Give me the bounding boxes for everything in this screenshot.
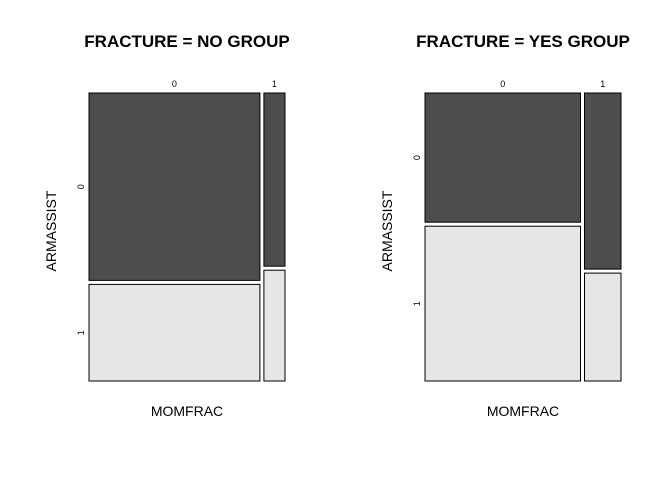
y-axis-label: ARMASSIST xyxy=(379,190,395,271)
y-tick-label: 0 xyxy=(412,155,422,160)
mosaic-tile-x1-y1 xyxy=(584,272,622,382)
mosaic-tile-x0-y0 xyxy=(424,92,581,223)
y-tick-label: 0 xyxy=(76,184,86,189)
y-tick-label: 1 xyxy=(76,330,86,335)
panel-title: FRACTURE = YES GROUP xyxy=(416,32,630,51)
mosaic-tile-x0-y0 xyxy=(88,92,261,281)
y-axis-label: ARMASSIST xyxy=(43,190,59,271)
mosaic-tile-x1-y0 xyxy=(584,92,622,270)
x-axis-label: MOMFRAC xyxy=(487,403,559,419)
panel-fracture-no: FRACTURE = NO GROUP MOMFRAC ARMASSIST 0 1… xyxy=(43,32,290,419)
x-tick-label: 0 xyxy=(172,79,177,89)
x-tick-label: 0 xyxy=(500,79,505,89)
ticks: 0 1 0 1 xyxy=(76,79,277,335)
x-tick-label: 1 xyxy=(600,79,605,89)
mosaic-tile-x0-y1 xyxy=(424,225,581,382)
x-axis-label: MOMFRAC xyxy=(151,403,223,419)
tiles xyxy=(424,92,622,382)
y-tick-label: 1 xyxy=(412,301,422,306)
mosaic-tile-x0-y1 xyxy=(88,283,261,382)
mosaic-tile-x1-y0 xyxy=(263,92,286,267)
x-tick-label: 1 xyxy=(272,79,277,89)
tiles xyxy=(88,92,286,382)
ticks: 0 1 0 1 xyxy=(412,79,605,306)
panel-fracture-yes: FRACTURE = YES GROUP MOMFRAC ARMASSIST 0… xyxy=(379,32,630,419)
mosaic-tile-x1-y1 xyxy=(263,269,286,382)
panel-title: FRACTURE = NO GROUP xyxy=(84,32,289,51)
